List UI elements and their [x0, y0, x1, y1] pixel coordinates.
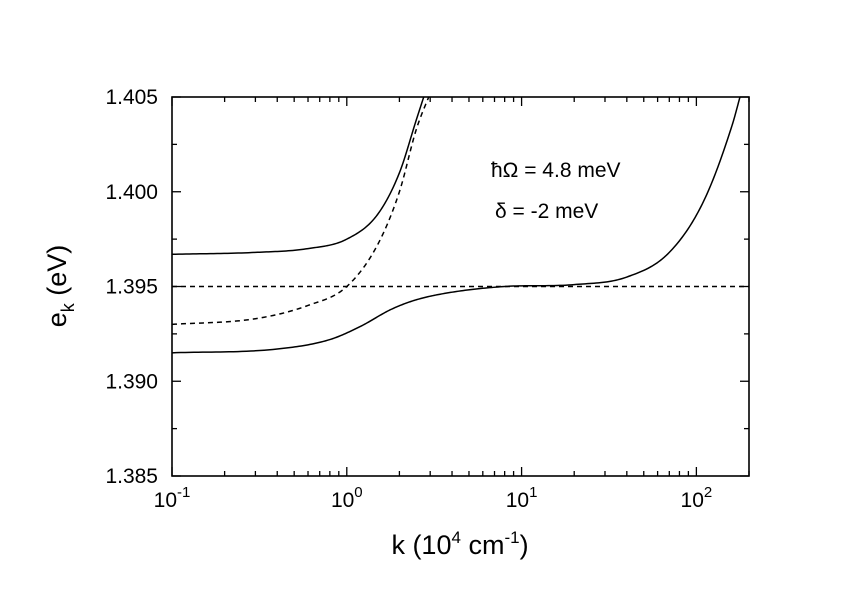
y-tick-label: 1.390 [105, 370, 158, 393]
x-axis-title: k (104 cm-1) [391, 528, 528, 560]
y-tick-label: 1.405 [105, 86, 158, 109]
x-tick-label: 101 [506, 484, 538, 512]
series-line-3 [172, 97, 741, 354]
x-tick-label: 100 [331, 484, 363, 512]
tick-labels: 1.385 1.390 1.395 1.400 1.405 10-1 100 101 102 [105, 86, 712, 512]
annotation-detuning: δ = -2 meV [495, 200, 598, 223]
y-tick-label: 1.395 [105, 276, 158, 299]
y-tick-label: 1.385 [105, 465, 158, 488]
series-line-2 [172, 97, 430, 326]
annotation-coupling: ħΩ = 4.8 meV [491, 159, 621, 182]
y-tick-label: 1.400 [105, 181, 158, 204]
x-tick-label: 10-1 [154, 484, 191, 512]
x-tick-label: 102 [681, 484, 713, 512]
axis-ticks [171, 96, 750, 477]
plot-lines [172, 97, 749, 354]
y-axis-title: ek (eV) [42, 245, 78, 328]
series-line-1 [172, 97, 425, 256]
